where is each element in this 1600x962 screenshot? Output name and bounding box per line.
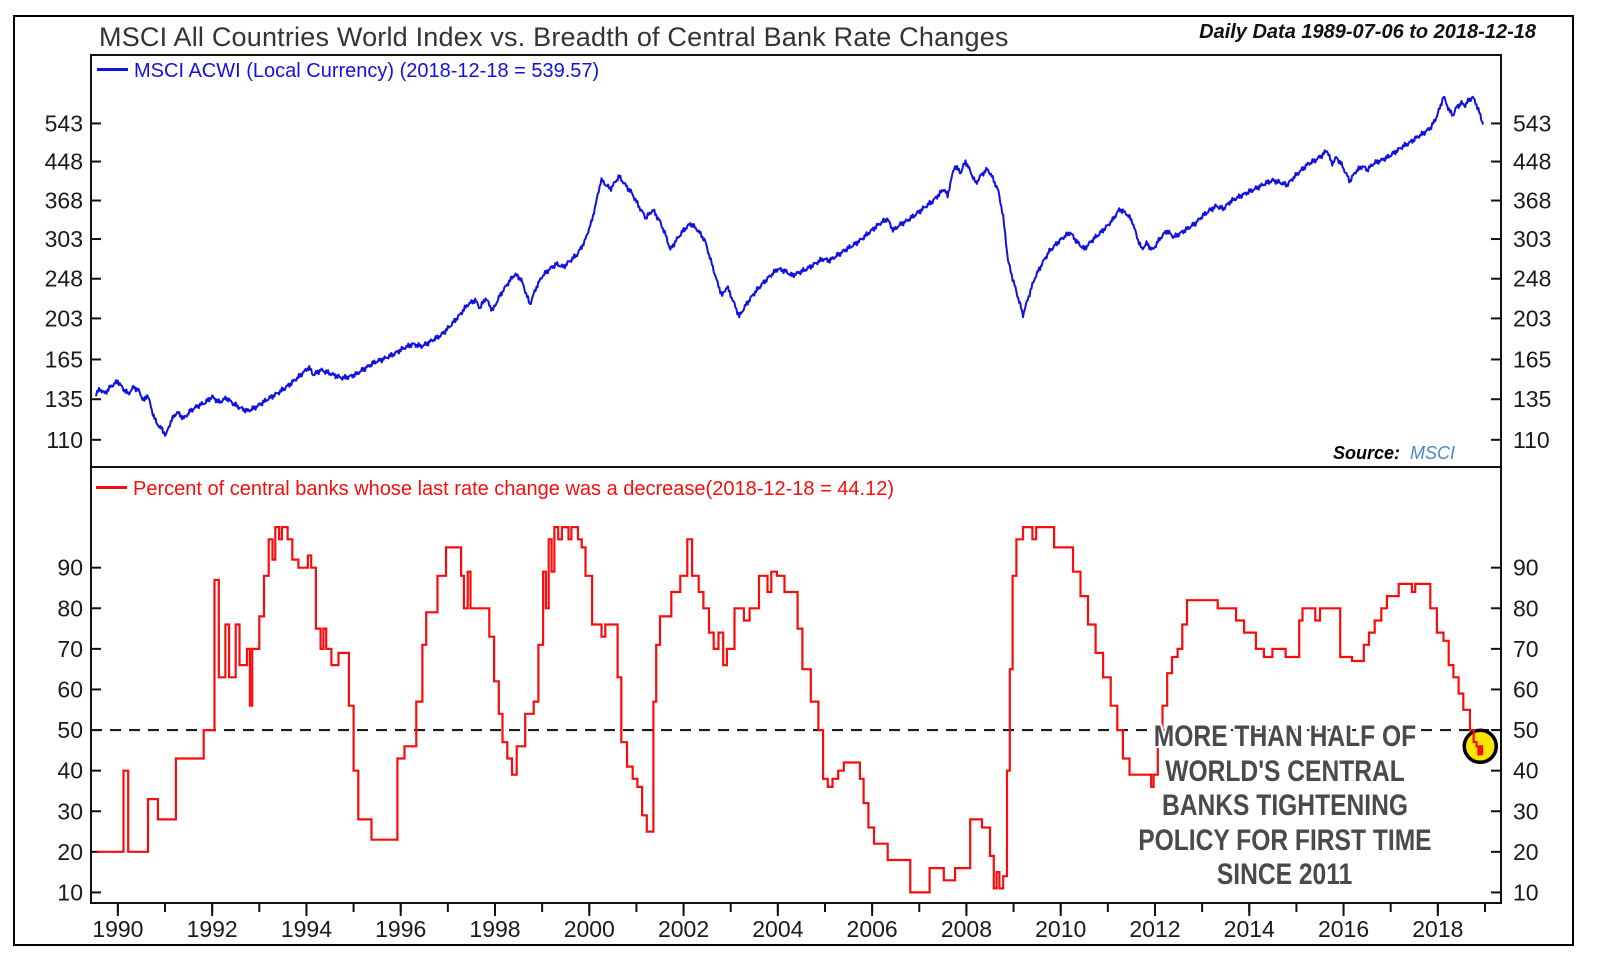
legend-breadth-line-sample [96, 486, 127, 489]
x-tick-label: 2010 [1035, 916, 1086, 942]
x-tick-label: 2018 [1412, 916, 1463, 942]
msci-ytick-label-right: 248 [1513, 266, 1551, 292]
msci-ytick-label-left: 248 [45, 266, 83, 292]
breadth-ytick-label-right: 40 [1513, 758, 1539, 784]
x-tick-label: 2012 [1129, 916, 1180, 942]
breadth-ytick-label-right: 80 [1513, 595, 1539, 621]
msci-ytick-label-left: 543 [45, 110, 83, 136]
annotation-line-2: WORLD'S CENTRAL [1165, 754, 1405, 788]
msci-ytick-label-right: 165 [1513, 346, 1551, 372]
breadth-ytick-label-right: 90 [1513, 555, 1539, 581]
msci-ytick-label-right: 203 [1513, 305, 1551, 331]
annotation-line-1: MORE THAN HALF OF [1153, 720, 1417, 753]
msci-ytick-label-right: 135 [1513, 386, 1551, 412]
source-label: Source: [1332, 443, 1400, 463]
x-tick-label: 2006 [847, 916, 898, 942]
msci-series-line [95, 95, 1485, 437]
x-tick-label: 2008 [941, 916, 992, 942]
breadth-ytick-label-left: 90 [57, 555, 83, 581]
msci-ytick-label-left: 165 [45, 346, 83, 372]
legend-breadth: Percent of central banks whose last rate… [96, 478, 894, 501]
breadth-series-line [96, 526, 1484, 894]
msci-ytick-label-right: 368 [1513, 188, 1551, 214]
annotation-line-5: SINCE 2011 [1217, 858, 1353, 891]
msci-ytick-label-right: 448 [1513, 149, 1551, 175]
legend-breadth-label: Percent of central banks whose last rate… [133, 478, 895, 500]
breadth-ytick-label-left: 70 [57, 636, 83, 662]
breadth-ytick-label-left: 20 [57, 839, 83, 865]
msci-ytick-label-left: 448 [45, 149, 83, 175]
x-tick-label: 2016 [1318, 916, 1369, 942]
breadth-ytick-label-left: 10 [57, 879, 83, 905]
breadth-ytick-label-right: 60 [1513, 676, 1539, 702]
breadth-ytick-label-left: 40 [57, 758, 83, 784]
x-tick-label: 2002 [658, 916, 709, 942]
breadth-ytick-label-left: 50 [57, 717, 83, 743]
x-tick-label: 1990 [92, 916, 143, 942]
breadth-ytick-label-right: 10 [1513, 879, 1539, 905]
page-title: MSCI All Countries World Index vs. Bread… [99, 22, 1009, 52]
msci-ytick-label-left: 110 [46, 427, 83, 453]
breadth-ytick-label-right: 20 [1513, 839, 1539, 865]
x-tick-label: 2004 [752, 916, 803, 942]
msci-ytick-label-right: 110 [1513, 427, 1550, 453]
bottom-panel-frame [90, 466, 1502, 904]
breadth-ytick-label-right: 50 [1513, 717, 1539, 743]
msci-ytick-label-right: 543 [1513, 110, 1551, 136]
msci-ytick-label-left: 203 [45, 305, 83, 331]
legend-msci: MSCI ACWI (Local Currency) (2018-12-18 =… [97, 60, 599, 83]
breadth-ytick-label-left: 80 [57, 595, 83, 621]
source-value: MSCI [1410, 443, 1455, 463]
legend-msci-line-sample [97, 68, 128, 71]
date-range-label: Daily Data 1989-07-06 to 2018-12-18 [1199, 21, 1536, 43]
x-tick-label: 2000 [564, 916, 615, 942]
breadth-ytick-label-right: 70 [1513, 636, 1539, 662]
source-row: Source: MSCI [1280, 443, 1455, 464]
breadth-ytick-label-left: 30 [57, 798, 83, 824]
x-tick-label: 2014 [1224, 916, 1275, 942]
msci-ytick-label-left: 368 [45, 188, 83, 214]
annotation-line-3: BANKS TIGHTENING [1162, 789, 1408, 822]
outer-frame [13, 15, 1574, 946]
top-panel-frame [90, 54, 1502, 468]
annotation-line-4: POLICY FOR FIRST TIME [1138, 823, 1432, 857]
annotation-callout: MORE THAN HALF OF WORLD'S CENTRAL BANKS … [1100, 720, 1470, 893]
breadth-ytick-label-right: 30 [1513, 798, 1539, 824]
x-tick-label: 1996 [375, 916, 426, 942]
msci-ytick-label-right: 303 [1513, 226, 1551, 252]
x-tick-label: 1994 [281, 916, 332, 942]
msci-ytick-label-left: 135 [45, 386, 83, 412]
msci-ytick-label-left: 303 [45, 226, 83, 252]
breadth-ytick-label-left: 60 [57, 676, 83, 702]
x-tick-label: 1992 [187, 916, 238, 942]
legend-msci-label: MSCI ACWI (Local Currency) (2018-12-18 =… [134, 60, 600, 82]
x-tick-label: 1998 [469, 916, 520, 942]
